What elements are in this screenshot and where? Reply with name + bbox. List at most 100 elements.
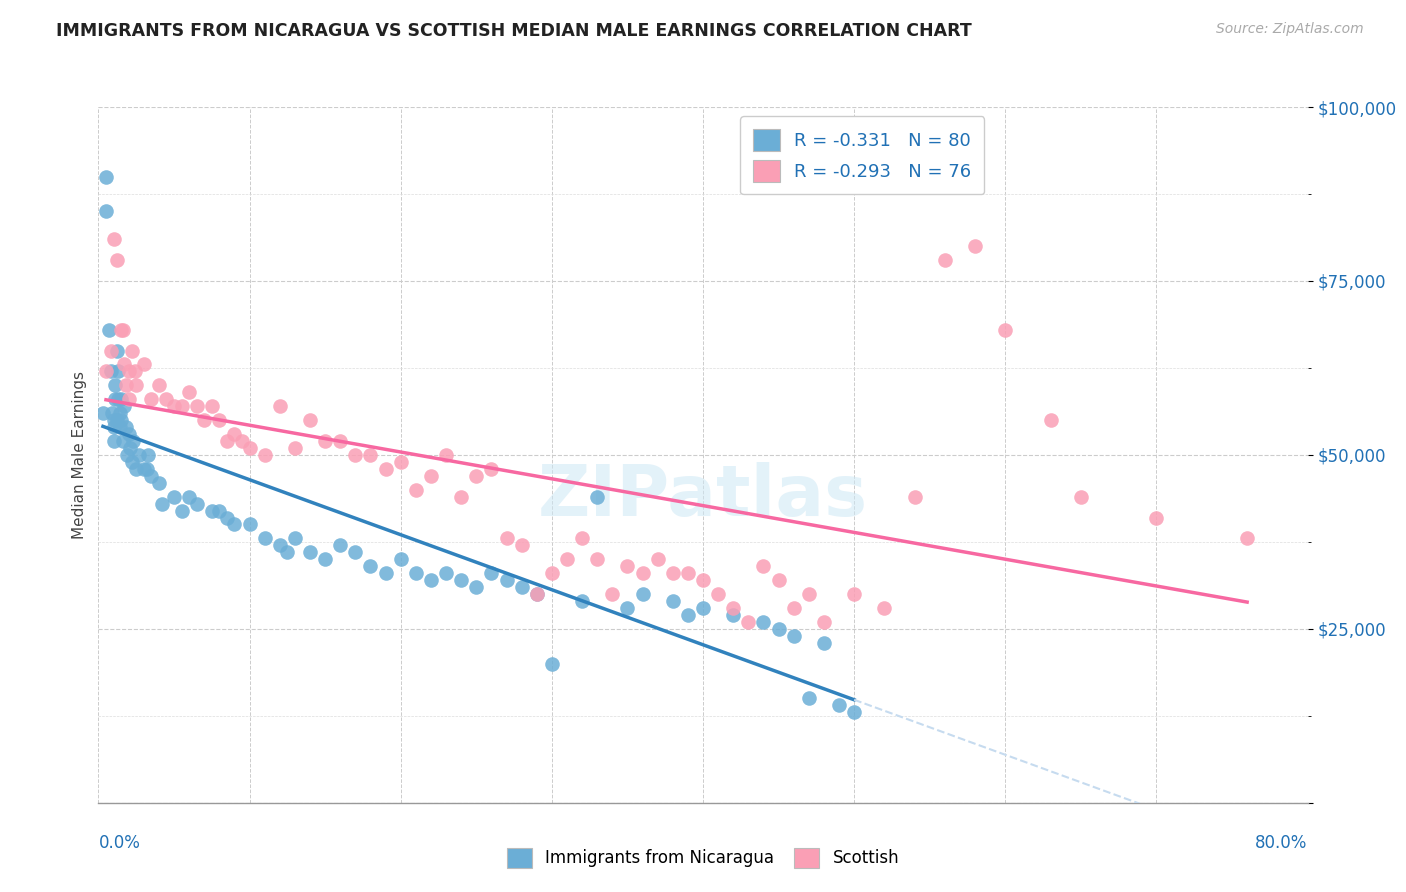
Point: [631, 587, 654, 601]
Point: [602, 587, 624, 601]
Point: [128, 448, 150, 462]
Point: [94, 364, 117, 378]
Point: [495, 573, 517, 587]
Point: [450, 490, 472, 504]
Text: 0.0%: 0.0%: [98, 834, 141, 852]
Text: 80.0%: 80.0%: [1256, 834, 1308, 852]
Point: [163, 399, 186, 413]
Point: [148, 378, 170, 392]
Point: [481, 566, 503, 581]
Point: [844, 587, 866, 601]
Point: [105, 413, 128, 427]
Point: [707, 587, 730, 601]
Point: [571, 594, 593, 608]
Point: [344, 545, 367, 559]
Point: [405, 483, 427, 497]
Point: [420, 573, 443, 587]
Point: [110, 323, 132, 337]
Point: [186, 399, 208, 413]
Point: [495, 532, 517, 546]
Point: [148, 475, 170, 490]
Point: [934, 253, 956, 268]
Point: [193, 413, 215, 427]
Point: [100, 364, 122, 378]
Point: [661, 594, 683, 608]
Point: [103, 413, 125, 427]
Point: [828, 698, 851, 713]
Point: [526, 587, 548, 601]
Point: [105, 253, 128, 268]
Point: [110, 392, 132, 407]
Point: [450, 573, 472, 587]
Y-axis label: Median Male Earnings: Median Male Earnings: [72, 371, 87, 539]
Point: [124, 364, 146, 378]
Point: [1144, 510, 1167, 524]
Legend: Immigrants from Nicaragua, Scottish: Immigrants from Nicaragua, Scottish: [501, 841, 905, 875]
Point: [329, 434, 352, 448]
Point: [125, 462, 148, 476]
Point: [253, 448, 276, 462]
Point: [120, 441, 142, 455]
Point: [797, 587, 820, 601]
Point: [118, 364, 141, 378]
Point: [571, 532, 593, 546]
Point: [141, 392, 163, 407]
Point: [510, 538, 533, 552]
Point: [676, 566, 699, 581]
Point: [389, 552, 412, 566]
Text: ZIPatlas: ZIPatlas: [538, 462, 868, 531]
Point: [269, 399, 291, 413]
Point: [661, 566, 683, 581]
Point: [107, 364, 129, 378]
Point: [111, 323, 134, 337]
Point: [510, 580, 533, 594]
Point: [276, 545, 298, 559]
Point: [1070, 490, 1092, 504]
Point: [314, 552, 336, 566]
Point: [782, 629, 804, 643]
Point: [782, 601, 804, 615]
Point: [299, 545, 322, 559]
Point: [253, 532, 276, 546]
Point: [111, 434, 134, 448]
Point: [284, 532, 307, 546]
Point: [179, 490, 201, 504]
Point: [555, 552, 578, 566]
Point: [768, 622, 790, 636]
Point: [269, 538, 291, 552]
Point: [155, 392, 177, 407]
Point: [101, 406, 124, 420]
Legend: R = -0.331   N = 80, R = -0.293   N = 76: R = -0.331 N = 80, R = -0.293 N = 76: [740, 116, 984, 194]
Point: [586, 552, 609, 566]
Point: [103, 232, 125, 246]
Point: [481, 462, 503, 476]
Point: [692, 573, 714, 587]
Point: [752, 559, 775, 574]
Point: [329, 538, 352, 552]
Point: [115, 448, 138, 462]
Point: [344, 448, 367, 462]
Point: [676, 607, 699, 622]
Point: [110, 413, 132, 427]
Point: [100, 343, 122, 358]
Point: [224, 517, 246, 532]
Point: [994, 323, 1017, 337]
Point: [91, 406, 114, 420]
Point: [1039, 413, 1062, 427]
Point: [360, 448, 382, 462]
Point: [103, 420, 125, 434]
Point: [215, 434, 238, 448]
Point: [98, 323, 121, 337]
Point: [434, 566, 457, 581]
Point: [540, 657, 562, 671]
Point: [813, 615, 835, 629]
Point: [768, 573, 790, 587]
Point: [141, 468, 163, 483]
Point: [107, 392, 129, 407]
Point: [1236, 532, 1258, 546]
Point: [224, 427, 246, 442]
Point: [132, 462, 155, 476]
Point: [121, 455, 143, 469]
Point: [170, 503, 193, 517]
Point: [616, 601, 638, 615]
